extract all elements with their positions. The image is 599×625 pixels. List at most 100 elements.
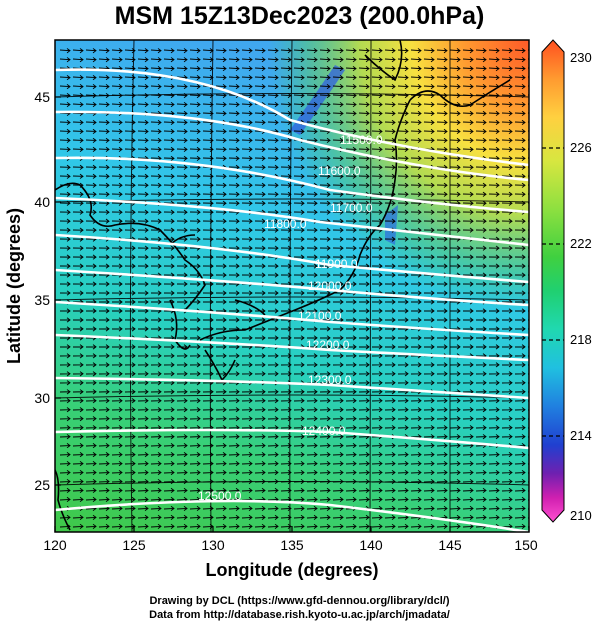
wind-arrow <box>111 505 123 512</box>
wind-arrow <box>59 254 71 260</box>
wind-arrow <box>150 353 162 359</box>
wind-arrow <box>319 353 331 359</box>
wind-arrow <box>137 326 149 332</box>
wind-arrow <box>501 469 513 476</box>
wind-arrow <box>137 48 149 54</box>
wind-arrow <box>280 272 292 278</box>
wind-arrow <box>488 308 500 314</box>
wind-arrow <box>319 416 331 422</box>
wind-arrow <box>228 245 240 251</box>
wind-arrow <box>111 425 123 431</box>
wind-arrow <box>488 227 500 233</box>
wind-arrow <box>475 380 487 386</box>
wind-arrow <box>332 200 344 206</box>
wind-arrow <box>462 514 474 520</box>
wind-arrow <box>449 101 461 108</box>
wind-arrow <box>306 478 318 485</box>
meridian-125 <box>129 40 135 532</box>
wind-arrow <box>358 119 370 126</box>
wind-arrow <box>397 182 409 188</box>
wind-arrow <box>436 57 448 63</box>
wind-arrow <box>319 505 331 512</box>
wind-arrow <box>85 146 97 152</box>
wind-arrow <box>293 389 305 395</box>
wind-arrow <box>384 380 396 386</box>
wind-arrow <box>501 119 513 126</box>
wind-arrow <box>241 389 253 395</box>
wind-arrow <box>475 407 487 413</box>
wind-arrow <box>150 443 162 449</box>
wind-arrow <box>215 344 227 350</box>
wind-arrow <box>137 281 149 287</box>
wind-arrow <box>124 173 136 179</box>
wind-arrow <box>475 389 487 395</box>
wind-arrow <box>189 487 201 494</box>
wind-arrow <box>358 182 370 188</box>
wind-arrow <box>85 209 97 215</box>
wind-arrow <box>293 245 305 251</box>
wind-arrow <box>488 416 500 422</box>
wind-arrow <box>306 452 318 458</box>
wind-arrow <box>397 218 409 224</box>
wind-arrow <box>150 434 162 440</box>
sakhalin <box>364 40 403 82</box>
wind-arrow <box>436 344 448 350</box>
wind-arrow <box>137 84 149 90</box>
wind-arrow <box>501 380 513 386</box>
wind-arrow <box>189 227 201 233</box>
wind-arrow <box>384 137 396 143</box>
wind-arrow <box>345 92 357 99</box>
wind-arrow <box>514 425 526 431</box>
wind-arrow <box>475 308 487 314</box>
wind-arrow <box>475 272 487 278</box>
wind-arrow <box>72 173 84 179</box>
wind-arrow <box>267 326 279 332</box>
wind-arrow <box>72 308 84 314</box>
wind-arrow <box>241 191 253 197</box>
wind-arrow <box>85 173 97 179</box>
wind-arrow <box>124 57 136 63</box>
wind-arrow <box>176 146 188 152</box>
wind-arrow <box>384 191 396 197</box>
wind-arrow <box>59 128 71 135</box>
wind-arrow <box>319 389 331 395</box>
wind-arrow <box>306 434 318 440</box>
wind-arrow <box>85 119 97 126</box>
wind-arrow <box>488 272 500 278</box>
wind-arrow <box>293 461 305 467</box>
wind-arrow <box>332 389 344 395</box>
wind-arrow <box>514 505 526 512</box>
wind-arrow <box>345 452 357 458</box>
wind-arrow <box>280 200 292 206</box>
wind-arrow <box>449 407 461 413</box>
wind-arrow <box>267 272 279 278</box>
wind-arrow <box>163 353 175 359</box>
wind-arrow <box>475 218 487 224</box>
wind-arrow <box>280 461 292 467</box>
wind-arrow <box>254 66 266 72</box>
wind-arrow <box>59 218 71 224</box>
wind-arrow <box>514 469 526 476</box>
wind-arrow <box>267 119 279 126</box>
wind-arrow <box>384 461 396 467</box>
colorbar-label: 214 <box>570 428 592 443</box>
wind-arrow <box>449 254 461 260</box>
wind-arrow <box>410 496 422 503</box>
wind-arrow <box>150 218 162 224</box>
wind-arrow <box>228 326 240 332</box>
wind-arrow <box>111 317 123 323</box>
wind-arrow <box>319 326 331 332</box>
wind-arrow <box>371 469 383 476</box>
wind-arrow <box>176 353 188 359</box>
wind-arrow <box>111 371 123 377</box>
wind-arrow <box>384 478 396 485</box>
wind-arrow <box>488 505 500 512</box>
wind-arrow <box>501 290 513 296</box>
wind-arrow <box>384 505 396 512</box>
wind-arrow <box>306 200 318 206</box>
wind-arrow <box>163 443 175 449</box>
wind-arrow <box>358 308 370 314</box>
wind-arrow <box>306 461 318 467</box>
wind-arrow <box>189 209 201 215</box>
contour-11500 <box>55 68 529 167</box>
